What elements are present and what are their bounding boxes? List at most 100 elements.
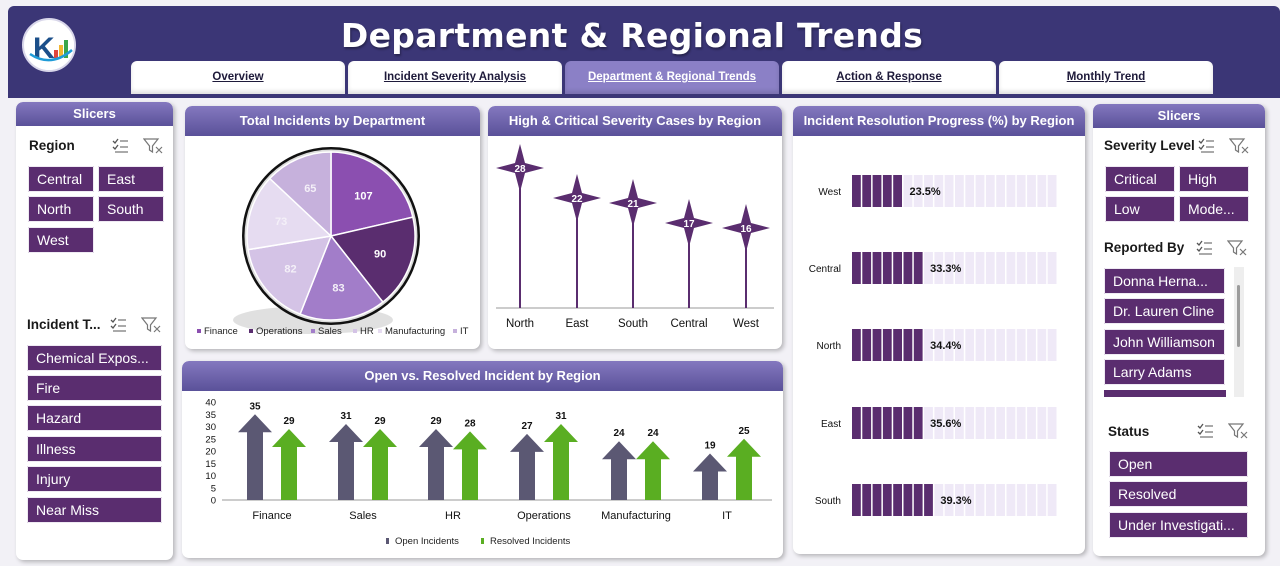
clear-filter-icon[interactable] [143,138,163,159]
data-label: 29 [283,416,295,427]
reported-by-partial-item [1104,390,1226,397]
progress-cell [862,175,872,207]
slicer-chip[interactable]: South [98,196,164,222]
slicer-chip[interactable]: Critical [1105,166,1175,192]
clear-filter-icon[interactable] [141,317,161,338]
progress-cell [965,329,975,361]
progress-cell [924,484,933,516]
pie-data-label: 83 [332,283,344,295]
multi-select-icon[interactable] [1195,240,1213,261]
slicer-chip[interactable]: John Williamson [1104,329,1225,355]
progress-cell [882,329,892,361]
slicer-chip[interactable]: Dr. Lauren Cline [1104,298,1225,324]
progress-cell [852,252,861,284]
pie-data-label: 65 [304,183,316,195]
pie-slice [246,177,333,251]
clear-filter-icon[interactable] [1229,138,1249,159]
page-title: Department & Regional Trends [340,16,924,55]
progress-cell [913,329,923,361]
y-tick-label: 15 [205,459,216,470]
lollipop-star-marker [722,204,770,252]
pie-slice [268,151,332,238]
resolved-incidents-arrow [272,428,306,500]
progress-cell [975,175,985,207]
reported-by-scrollbar[interactable] [1234,267,1244,397]
legend-swatch [249,329,253,333]
slicer-chip[interactable]: Mode... [1179,196,1249,222]
lollipop-star-marker [609,179,657,227]
region-label: East [821,419,841,430]
slicer-chip[interactable]: Hazard [27,405,162,431]
slicer-chip[interactable]: Fire [27,375,162,401]
y-tick-label: 35 [205,410,216,421]
multi-select-icon[interactable] [1197,138,1215,159]
progress-cell [985,175,995,207]
y-tick-label: 20 [205,447,216,458]
progress-cell [872,329,882,361]
reported-by-scroll-thumb[interactable] [1237,285,1240,347]
progress-cell [1027,407,1036,439]
slicer-chip[interactable]: Resolved [1109,481,1248,507]
progress-cell [1047,175,1057,207]
progress-cell [985,329,995,361]
progress-cell [975,407,985,439]
progress-cell [934,329,944,361]
reported-by-slicer-controls [1195,239,1247,262]
multi-select-icon[interactable] [109,317,127,338]
slicer-chip[interactable]: Near Miss [27,497,162,523]
y-tick-label: 25 [205,434,216,445]
progress-cell [996,407,1005,439]
slicer-chip[interactable]: Illness [27,436,162,462]
severity-region-chart: 28 North 22 East 21 South 17 Central 16 West [496,144,774,330]
clear-filter-icon[interactable] [1228,423,1248,444]
progress-cell [955,484,964,516]
tab-monthly-trend[interactable]: Monthly Trend [999,61,1213,94]
data-label: 31 [555,411,567,422]
multi-select-icon[interactable] [1196,423,1214,444]
progress-cell [862,252,872,284]
tab-department-regional-trends[interactable]: Department & Regional Trends [565,61,779,94]
department-pie-panel: Total Incidents by Department 107 90 83 82 7… [185,106,480,349]
slicer-chip[interactable]: Larry Adams [1104,359,1225,385]
tab-incident-severity-analysis[interactable]: Incident Severity Analysis [348,61,562,94]
slicer-chip[interactable]: Donna Herna... [1104,268,1225,294]
slicer-chip[interactable]: East [98,166,164,192]
y-tick-label: 30 [205,422,216,433]
data-label: 28 [464,418,476,429]
resolution-progress-panel: Incident Resolution Progress (%) by Regi… [793,106,1085,554]
slicer-chip[interactable]: Chemical Expos... [27,345,162,371]
legend-swatch [197,329,201,333]
tab-overview[interactable]: Overview [131,61,345,94]
data-label: 31 [340,411,352,422]
x-tick-label: East [565,318,589,330]
pie-slice [329,216,416,304]
slicer-chip[interactable]: North [28,196,94,222]
slicer-chip[interactable]: Central [28,166,94,192]
progress-cell [924,407,933,439]
slicer-chip[interactable]: Low [1105,196,1175,222]
tab-action-response[interactable]: Action & Response [782,61,996,94]
open-incidents-arrow [419,428,453,500]
slicer-chip[interactable]: High [1179,166,1249,192]
slicer-chip[interactable]: Under Investigati... [1109,512,1248,538]
legend-swatch [481,538,484,544]
progress-cell [1037,329,1047,361]
severity-chart-title: High & Critical Severity Cases by Region [488,106,782,136]
slicer-chip[interactable]: Open [1109,451,1248,477]
slicer-chip[interactable]: Injury [27,466,162,492]
slicer-chip[interactable]: West [28,227,94,253]
y-tick-label: 40 [205,398,216,409]
multi-select-icon[interactable] [111,138,129,159]
data-label: 16 [740,224,752,235]
progress-cell [1016,329,1026,361]
x-tick-label: West [733,318,760,330]
progress-cell [944,484,954,516]
legend-entry: Operations [256,326,303,337]
pie-slice [330,151,414,237]
legend-entry: Sales [318,326,342,337]
progress-cell [872,252,882,284]
progress-cell [903,252,913,284]
clear-filter-icon[interactable] [1227,240,1247,261]
pie-data-label: 73 [275,216,287,228]
progress-cell [862,329,872,361]
